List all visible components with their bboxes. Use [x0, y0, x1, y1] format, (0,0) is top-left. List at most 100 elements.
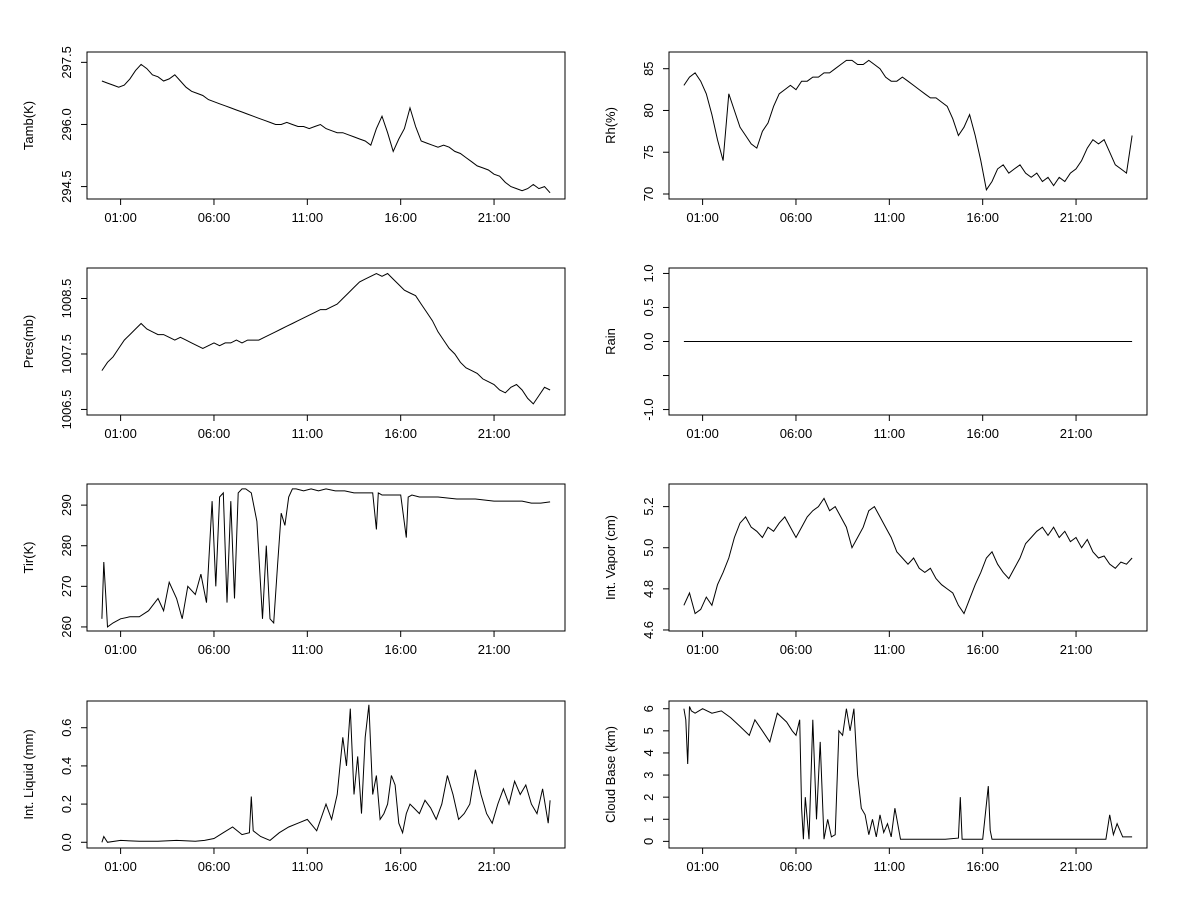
y-tick-label: 0.6	[59, 719, 74, 737]
y-axis: 0 1 2 3 4 5 6	[641, 705, 669, 845]
x-tick-label: 06:00	[780, 210, 813, 225]
y-tick-label: 70	[641, 187, 656, 201]
x-tick-label: 06:00	[198, 210, 231, 225]
x-tick-label: 16:00	[966, 210, 999, 225]
x-tick-label: 01:00	[686, 426, 719, 441]
series-line	[101, 272, 551, 405]
panel-8: 01:00 06:00 11:00 16:00 21:00 0 1 2 3 4 5 6 Cloud Ba…	[603, 700, 1148, 874]
y-axis-label: Int. Vapor (cm)	[603, 515, 618, 600]
y-tick-label: 1008.5	[59, 279, 74, 319]
y-tick-label: 6	[641, 705, 656, 712]
panel-2: 01:00 06:00 11:00 16:00 21:00 70 75 80 85 Rh(%)	[603, 51, 1148, 225]
y-tick-label: 270	[59, 575, 74, 597]
y-axis-label: Tamb(K)	[21, 101, 36, 150]
y-axis-label: Pres(mb)	[21, 315, 36, 368]
x-tick-label: 16:00	[966, 859, 999, 874]
y-tick-label: 1007.5	[59, 334, 74, 374]
y-tick-label: 0.5	[641, 298, 656, 316]
y-tick-label: -1.0	[641, 398, 656, 420]
y-axis: 260 270 280 290	[59, 494, 87, 638]
x-tick-label: 21:00	[478, 210, 511, 225]
panel-1: 01:00 06:00 11:00 16:00 21:00 294.5 296.0 297.5…	[21, 46, 566, 225]
y-tick-label: 0.4	[59, 757, 74, 775]
x-tick-label: 01:00	[104, 859, 137, 874]
plot-frame	[668, 483, 1148, 632]
y-tick-label: 297.5	[59, 46, 74, 79]
plot-frame	[86, 267, 566, 416]
plot-frame	[86, 51, 566, 200]
y-axis-label: Tir(K)	[21, 541, 36, 573]
y-tick-label: 294.5	[59, 170, 74, 203]
y-tick-label: 5.2	[641, 498, 656, 516]
x-tick-label: 06:00	[780, 642, 813, 657]
x-tick-label: 01:00	[686, 859, 719, 874]
y-tick-label: 0	[641, 838, 656, 845]
plot-frame	[668, 700, 1148, 849]
panel-5: 01:00 06:00 11:00 16:00 21:00 260 270 280 290 Tir…	[21, 483, 566, 657]
plot-frame	[668, 51, 1148, 200]
x-axis: 01:00 06:00 11:00 16:00 21:00	[104, 415, 510, 441]
x-tick-label: 21:00	[478, 426, 511, 441]
x-tick-label: 11:00	[292, 859, 324, 874]
x-tick-label: 11:00	[292, 426, 324, 441]
y-tick-label: 1.0	[641, 264, 656, 282]
series-line	[101, 704, 551, 843]
x-tick-label: 06:00	[198, 426, 231, 441]
x-tick-label: 06:00	[780, 426, 813, 441]
y-tick-label: 0.2	[59, 795, 74, 813]
x-axis: 01:00 06:00 11:00 16:00 21:00	[104, 631, 510, 657]
plot-frame	[86, 700, 566, 849]
x-tick-label: 01:00	[104, 210, 137, 225]
x-axis: 01:00 06:00 11:00 16:00 21:00	[686, 415, 1092, 441]
series-line	[683, 497, 1133, 615]
x-tick-label: 16:00	[384, 642, 417, 657]
x-tick-label: 16:00	[966, 642, 999, 657]
y-tick-label: 0.0	[641, 332, 656, 350]
y-tick-label: 280	[59, 535, 74, 557]
y-axis: 1006.5 1007.5 1008.5	[59, 279, 87, 429]
x-tick-label: 01:00	[104, 426, 137, 441]
y-tick-label: 296.0	[59, 108, 74, 141]
y-tick-label: 85	[641, 61, 656, 75]
y-tick-label: 4	[641, 749, 656, 756]
y-tick-label: 1	[641, 816, 656, 823]
x-tick-label: 01:00	[686, 642, 719, 657]
x-tick-label: 11:00	[874, 859, 906, 874]
x-tick-label: 06:00	[198, 642, 231, 657]
panel-6: 01:00 06:00 11:00 16:00 21:00 4.6 4.8 5.0 5.2 Int…	[603, 483, 1148, 657]
panel-7: 01:00 06:00 11:00 16:00 21:00 0.0 0.2 0.4 0.6 Int…	[21, 700, 566, 874]
panel-3: 01:00 06:00 11:00 16:00 21:001006.51007.5100…	[21, 267, 566, 441]
y-tick-label: 5.0	[641, 539, 656, 557]
series-line	[683, 59, 1133, 192]
x-axis: 01:00 06:00 11:00 16:00 21:00	[104, 848, 510, 874]
y-tick-label: 5	[641, 727, 656, 734]
x-tick-label: 06:00	[780, 859, 813, 874]
y-tick-label: 3	[641, 771, 656, 778]
y-tick-label: 4.8	[641, 580, 656, 598]
y-axis-label: Cloud Base (km)	[603, 726, 618, 823]
x-tick-label: 11:00	[874, 642, 906, 657]
y-axis: -1.0 0.0 0.5 1.0	[641, 264, 669, 421]
y-tick-label: 260	[59, 616, 74, 638]
x-tick-label: 06:00	[198, 859, 231, 874]
x-tick-label: 11:00	[874, 210, 906, 225]
y-tick-label: 4.6	[641, 621, 656, 639]
x-axis: 01:00 06:00 11:00 16:00 21:00	[686, 631, 1092, 657]
x-tick-label: 21:00	[1060, 426, 1093, 441]
plot-frame	[86, 483, 566, 632]
series-line	[683, 706, 1133, 840]
x-tick-label: 21:00	[1060, 859, 1093, 874]
x-tick-label: 16:00	[384, 859, 417, 874]
x-axis: 01:00 06:00 11:00 16:00 21:00	[686, 199, 1092, 225]
x-tick-label: 11:00	[292, 210, 324, 225]
x-tick-label: 01:00	[104, 642, 137, 657]
y-tick-label: 2	[641, 794, 656, 801]
y-tick-label: 0.0	[59, 833, 74, 851]
y-tick-label: 75	[641, 145, 656, 159]
series-line	[101, 63, 551, 194]
x-tick-label: 21:00	[478, 642, 511, 657]
y-tick-label: 80	[641, 103, 656, 117]
y-axis: 4.6 4.8 5.0 5.2	[641, 498, 669, 639]
